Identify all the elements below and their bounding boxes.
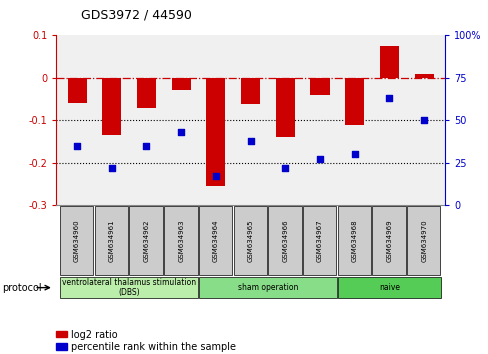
- Point: [212, 173, 220, 179]
- Bar: [414, 74, 433, 78]
- Bar: [60, 277, 198, 298]
- Bar: [56, 343, 67, 350]
- Bar: [310, 78, 329, 95]
- Text: sham operation: sham operation: [237, 283, 298, 292]
- Bar: [379, 46, 398, 78]
- Point: [246, 138, 254, 144]
- Point: [142, 143, 150, 149]
- Bar: [67, 78, 86, 103]
- Text: GDS3972 / 44590: GDS3972 / 44590: [81, 8, 191, 21]
- Point: [177, 130, 185, 135]
- Bar: [56, 331, 67, 337]
- Bar: [407, 206, 440, 275]
- Point: [315, 156, 323, 162]
- Text: GSM634964: GSM634964: [212, 219, 219, 262]
- Text: ventrolateral thalamus stimulation
(DBS): ventrolateral thalamus stimulation (DBS): [62, 278, 196, 297]
- Point: [385, 96, 392, 101]
- Text: log2 ratio: log2 ratio: [71, 330, 117, 339]
- Text: GSM634970: GSM634970: [420, 219, 427, 262]
- Bar: [129, 206, 163, 275]
- Bar: [345, 78, 364, 125]
- Bar: [337, 277, 440, 298]
- Point: [419, 118, 427, 123]
- Bar: [137, 78, 156, 108]
- Text: protocol: protocol: [2, 282, 42, 293]
- Text: GSM634969: GSM634969: [386, 219, 392, 262]
- Bar: [268, 206, 301, 275]
- Point: [108, 165, 116, 171]
- Bar: [275, 78, 294, 137]
- Point: [281, 165, 288, 171]
- Bar: [241, 78, 260, 104]
- Text: GSM634967: GSM634967: [316, 219, 323, 262]
- Bar: [199, 277, 336, 298]
- Bar: [95, 206, 128, 275]
- Text: GSM634966: GSM634966: [282, 219, 288, 262]
- Bar: [164, 206, 197, 275]
- Text: GSM634960: GSM634960: [74, 219, 80, 262]
- Bar: [372, 206, 405, 275]
- Text: GSM634961: GSM634961: [108, 219, 115, 262]
- Bar: [199, 206, 232, 275]
- Text: naive: naive: [378, 283, 399, 292]
- Bar: [206, 78, 225, 186]
- Text: percentile rank within the sample: percentile rank within the sample: [71, 342, 235, 352]
- Bar: [303, 206, 336, 275]
- Point: [73, 143, 81, 149]
- Bar: [60, 206, 93, 275]
- Text: GSM634963: GSM634963: [178, 219, 184, 262]
- Point: [350, 152, 358, 157]
- Bar: [102, 78, 121, 135]
- Bar: [233, 206, 266, 275]
- Bar: [171, 78, 190, 90]
- Text: GSM634965: GSM634965: [247, 219, 253, 262]
- Text: GSM634962: GSM634962: [143, 219, 149, 262]
- Text: GSM634968: GSM634968: [351, 219, 357, 262]
- Bar: [337, 206, 370, 275]
